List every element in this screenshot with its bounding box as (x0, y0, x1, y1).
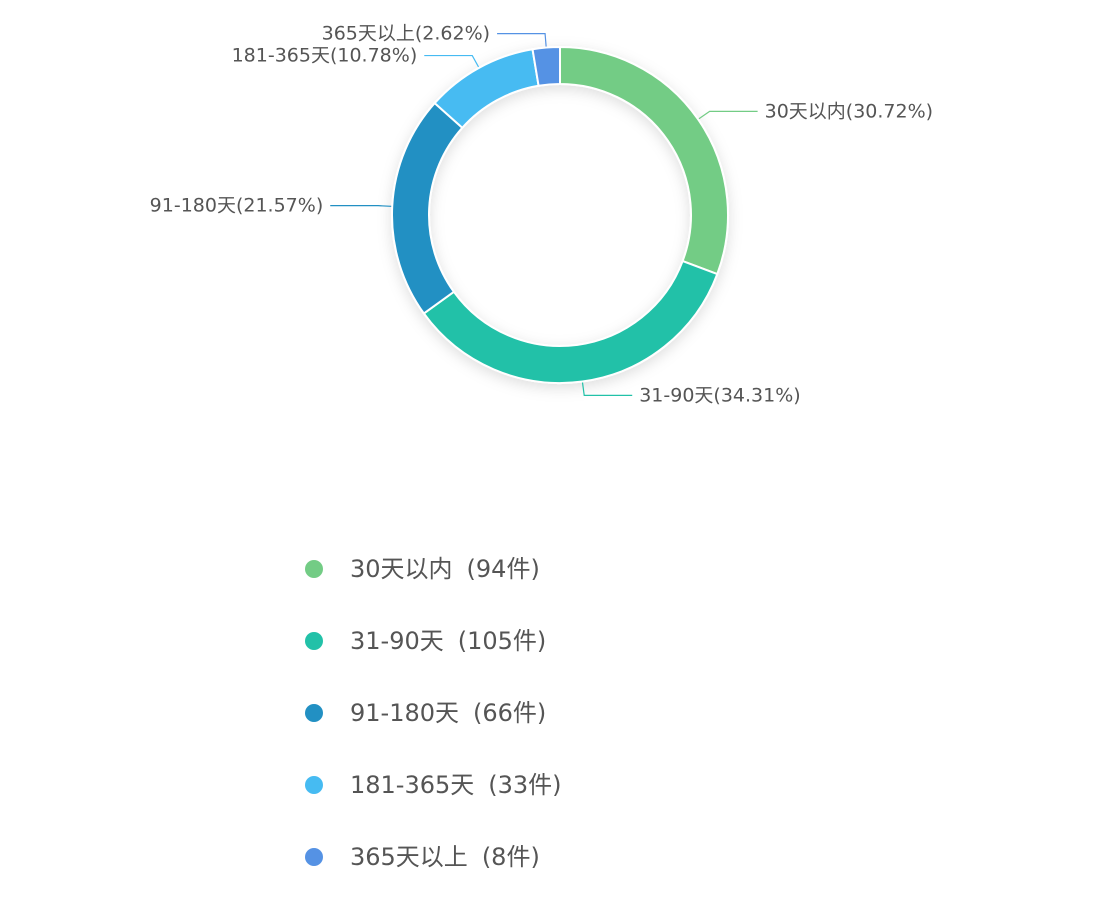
donut-slice[interactable] (531, 45, 561, 87)
legend-marker (305, 848, 323, 866)
legend-marker (305, 632, 323, 650)
slice-labels: 30天以内(30.72%) 31-90天(34.31%) 91-180天(21.57… (150, 23, 933, 407)
label-leader-line (424, 54, 480, 68)
slice-label: 30天以内(30.72%) (765, 100, 933, 122)
donut-slice[interactable] (433, 48, 540, 130)
donut-slice[interactable] (391, 101, 464, 315)
donut-slice[interactable] (559, 45, 729, 276)
legend-label: 91-180天 (350, 699, 460, 727)
donut-slice[interactable] (422, 259, 719, 384)
chart-legend: 30天以内 (94件) 31-90天 (105件) 91-180天 (66件) … (305, 548, 562, 908)
label-leader-line (581, 382, 633, 396)
legend-label: 181-365天 (350, 771, 475, 799)
legend-count: (94件) (466, 555, 540, 583)
legend-item-181-365-days[interactable]: 181-365天 (33件) (305, 764, 562, 836)
legend-item-365-days-above[interactable]: 365天以上 (8件) (305, 836, 562, 908)
legend-item-31-90-days[interactable]: 31-90天 (105件) (305, 620, 562, 692)
donut-slices (391, 45, 729, 384)
label-leader-line (698, 110, 758, 120)
legend-count: (66件) (473, 699, 547, 727)
legend-label: 365天以上 (350, 843, 468, 871)
legend-label: 31-90天 (350, 627, 444, 655)
legend-marker (305, 776, 323, 794)
legend-label: 30天以内 (350, 555, 453, 583)
label-leader-line (497, 33, 547, 47)
legend-item-30-days-within[interactable]: 30天以内 (94件) (305, 548, 562, 620)
slice-label: 181-365天(10.78%) (232, 45, 418, 67)
label-leader-line (330, 205, 392, 207)
legend-marker (305, 704, 323, 722)
legend-count: (33件) (488, 771, 562, 799)
legend-count: (105件) (457, 627, 547, 655)
slice-label: 365天以上(2.62%) (322, 23, 490, 45)
donut-chart: 30天以内(30.72%) 31-90天(34.31%) 91-180天(21.57… (150, 23, 933, 407)
slice-label: 31-90天(34.31%) (639, 384, 800, 406)
legend-marker (305, 560, 323, 578)
label-leader-lines (330, 33, 758, 396)
legend-item-91-180-days[interactable]: 91-180天 (66件) (305, 692, 562, 764)
legend-count: (8件) (481, 843, 540, 871)
slice-label: 91-180天(21.57%) (150, 195, 324, 217)
